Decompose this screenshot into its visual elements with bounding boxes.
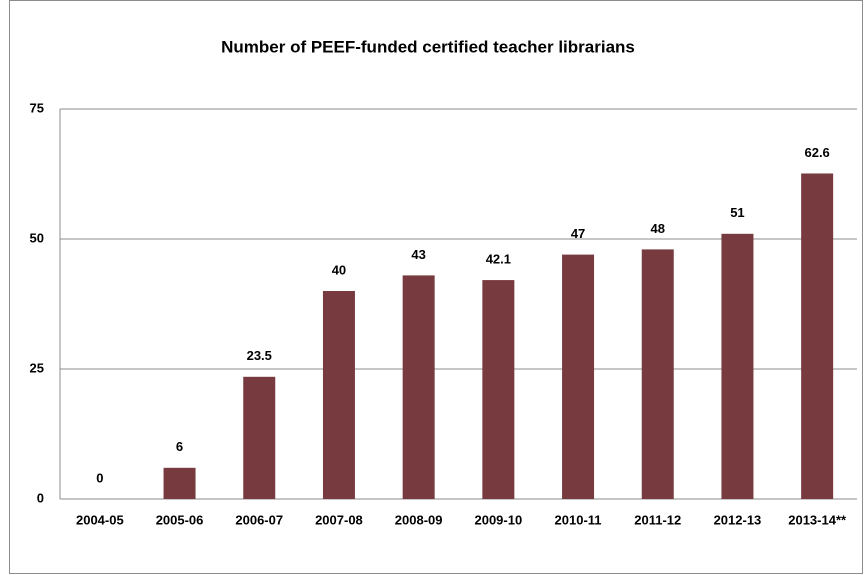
bar bbox=[641, 249, 674, 499]
bar bbox=[801, 173, 834, 500]
bar bbox=[562, 254, 595, 499]
x-tick-label: 2011-12 bbox=[634, 512, 681, 527]
x-tick-label: 2010-11 bbox=[555, 512, 602, 527]
x-tick-label: 2007-08 bbox=[315, 512, 363, 527]
bar bbox=[322, 291, 355, 499]
data-label: 48 bbox=[651, 221, 665, 236]
x-tick-label: 2013-14** bbox=[788, 512, 847, 527]
data-label: 23.5 bbox=[247, 348, 272, 363]
bar bbox=[402, 275, 435, 499]
data-label: 43 bbox=[411, 247, 425, 262]
data-label: 42.1 bbox=[486, 252, 511, 267]
data-label: 51 bbox=[730, 205, 744, 220]
x-tick-label: 2006-07 bbox=[235, 512, 283, 527]
chart-title: Number of PEEF-funded certified teacher … bbox=[221, 37, 635, 56]
bar bbox=[482, 280, 515, 499]
data-label: 40 bbox=[332, 262, 346, 277]
y-tick-label: 25 bbox=[30, 360, 44, 375]
data-label: 62.6 bbox=[804, 145, 829, 160]
x-tick-label: 2009-10 bbox=[474, 512, 522, 527]
bar bbox=[721, 233, 754, 500]
x-tick-label: 2004-05 bbox=[76, 512, 124, 527]
bar bbox=[243, 376, 276, 499]
data-label: 0 bbox=[96, 470, 103, 485]
y-tick-label: 75 bbox=[30, 100, 44, 115]
x-tick-label: 2005-06 bbox=[156, 512, 204, 527]
y-tick-label: 0 bbox=[37, 490, 44, 505]
x-tick-label: 2012-13 bbox=[714, 512, 762, 527]
y-tick-label: 50 bbox=[30, 230, 44, 245]
chart-frame bbox=[9, 0, 863, 574]
bar bbox=[163, 467, 196, 499]
data-label: 6 bbox=[176, 439, 183, 454]
data-label: 47 bbox=[571, 226, 585, 241]
x-tick-label: 2008-09 bbox=[395, 512, 443, 527]
